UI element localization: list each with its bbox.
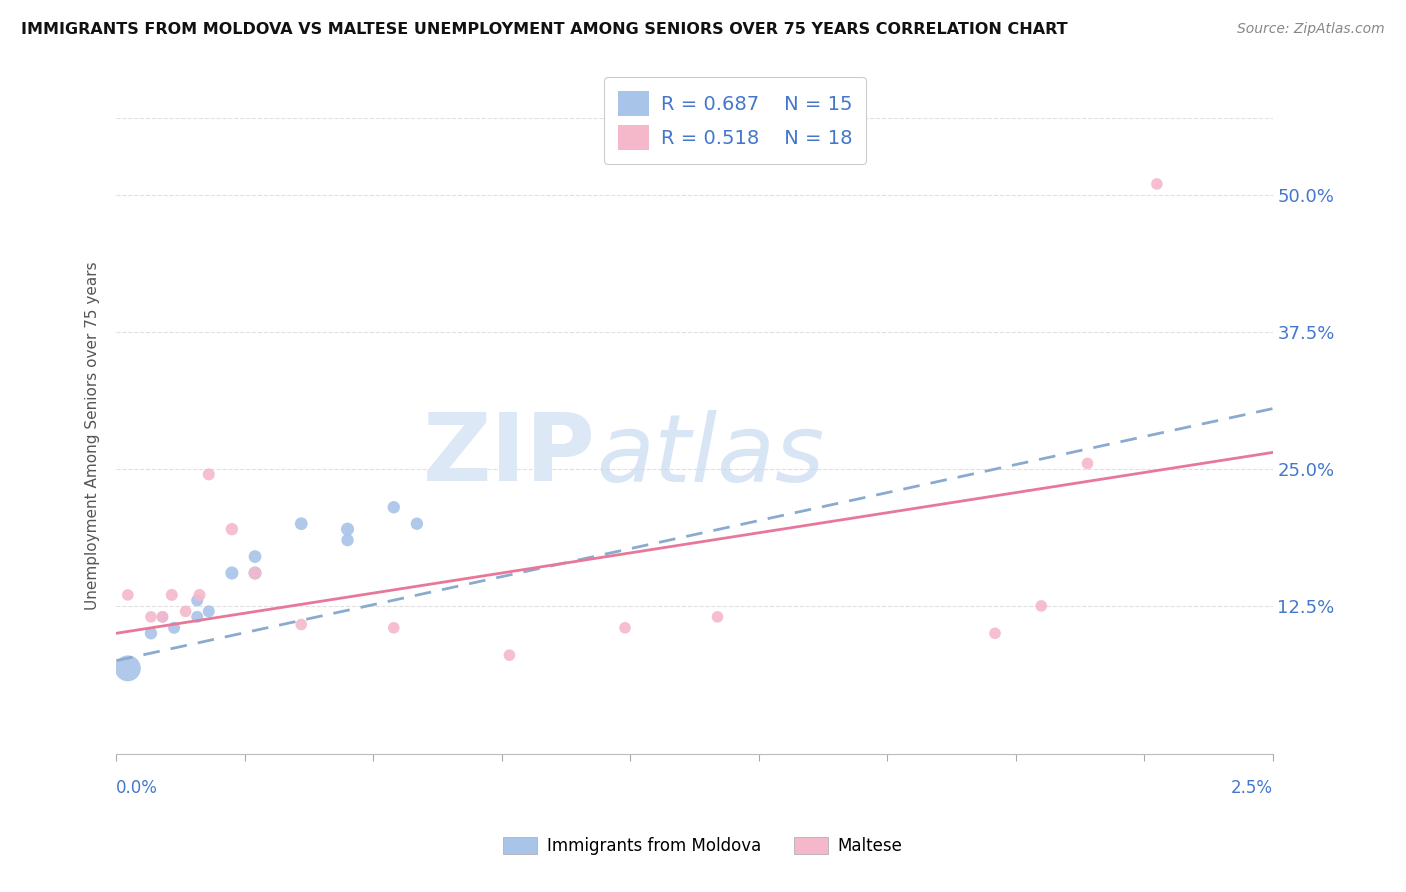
Text: atlas: atlas xyxy=(596,409,824,500)
Legend: Immigrants from Moldova, Maltese: Immigrants from Moldova, Maltese xyxy=(496,830,910,862)
Point xyxy=(336,533,359,548)
Point xyxy=(188,588,211,602)
Point xyxy=(243,549,266,564)
Point xyxy=(706,610,728,624)
Point xyxy=(117,588,139,602)
Point xyxy=(1031,599,1053,613)
Point xyxy=(290,516,312,531)
Point xyxy=(406,516,429,531)
Point xyxy=(186,610,208,624)
Point xyxy=(174,604,197,618)
Point xyxy=(197,604,219,618)
Point xyxy=(139,626,162,640)
Point xyxy=(382,500,405,515)
Y-axis label: Unemployment Among Seniors over 75 years: Unemployment Among Seniors over 75 years xyxy=(86,261,100,610)
Point xyxy=(152,610,174,624)
Point xyxy=(498,648,520,663)
Point xyxy=(614,621,637,635)
Text: IMMIGRANTS FROM MOLDOVA VS MALTESE UNEMPLOYMENT AMONG SENIORS OVER 75 YEARS CORR: IMMIGRANTS FROM MOLDOVA VS MALTESE UNEMP… xyxy=(21,22,1067,37)
Text: 0.0%: 0.0% xyxy=(117,779,157,797)
Point xyxy=(197,467,219,482)
Text: 2.5%: 2.5% xyxy=(1230,779,1272,797)
Point xyxy=(984,626,1007,640)
Point xyxy=(1146,177,1168,191)
Point xyxy=(221,522,243,536)
Point xyxy=(1076,457,1098,471)
Legend: R = 0.687    N = 15, R = 0.518    N = 18: R = 0.687 N = 15, R = 0.518 N = 18 xyxy=(605,77,866,164)
Point xyxy=(163,621,186,635)
Point xyxy=(243,566,266,580)
Point xyxy=(221,566,243,580)
Text: Source: ZipAtlas.com: Source: ZipAtlas.com xyxy=(1237,22,1385,37)
Point xyxy=(186,593,208,607)
Point xyxy=(139,610,162,624)
Point xyxy=(382,621,405,635)
Point xyxy=(152,610,174,624)
Point xyxy=(336,522,359,536)
Text: ZIP: ZIP xyxy=(423,409,596,501)
Point xyxy=(160,588,183,602)
Point xyxy=(117,661,139,675)
Point xyxy=(243,566,266,580)
Point xyxy=(290,617,312,632)
